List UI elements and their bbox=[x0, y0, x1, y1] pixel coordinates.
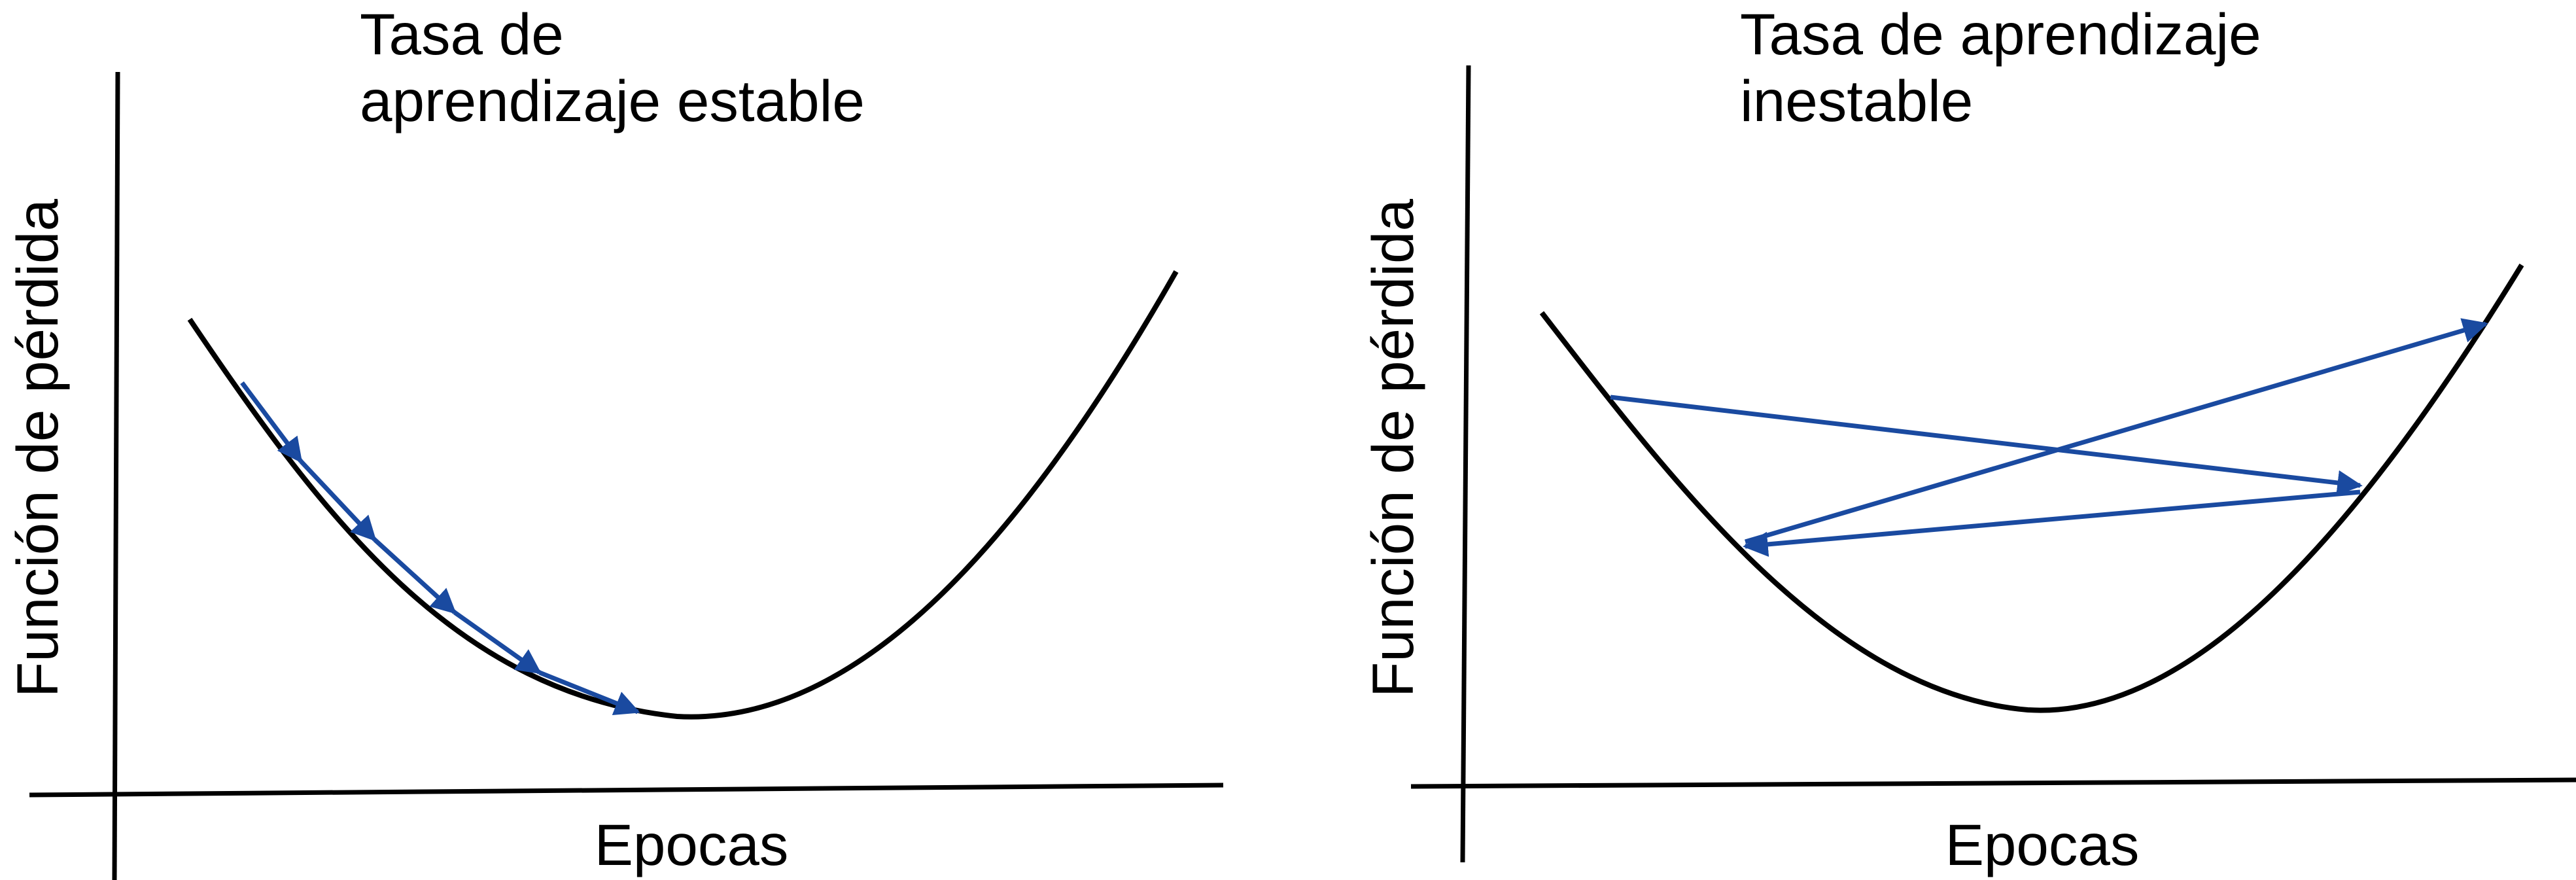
panel-stable-x-axis bbox=[29, 783, 1224, 798]
panel-unstable-title-line2: inestable bbox=[1740, 68, 1973, 133]
panel-stable-title-line2: aprendizaje estable bbox=[360, 68, 865, 133]
stable-step-4 bbox=[453, 610, 542, 675]
panel-unstable-y-axis bbox=[1460, 65, 1471, 863]
panel-unstable: Tasa de aprendizaje inestable Función de… bbox=[1360, 1, 2576, 877]
panel-unstable-title-line1: Tasa de aprendizaje bbox=[1740, 1, 2261, 67]
panel-stable: Tasa de aprendizaje estable Función de p… bbox=[5, 1, 1224, 880]
unstable-step-1 bbox=[1610, 395, 2363, 496]
panel-stable-y-axis-label: Función de pérdida bbox=[5, 199, 70, 697]
panel-stable-loss-curve bbox=[187, 270, 1179, 720]
panel-stable-x-axis-label: Epocas bbox=[595, 812, 789, 877]
panel-stable-descent-steps bbox=[240, 381, 640, 716]
panel-unstable-x-axis-label: Epocas bbox=[1945, 812, 2140, 877]
panel-unstable-descent-steps bbox=[1610, 318, 2488, 557]
stable-step-2 bbox=[299, 459, 377, 542]
stable-step-3 bbox=[373, 538, 457, 614]
panel-unstable-x-axis bbox=[1410, 777, 2576, 789]
unstable-step-2 bbox=[1743, 489, 2361, 557]
stable-step-5 bbox=[538, 670, 640, 716]
stable-step-1 bbox=[240, 381, 303, 464]
unstable-step-3 bbox=[1745, 318, 2488, 544]
panel-stable-title-line1: Tasa de bbox=[360, 1, 564, 67]
panel-unstable-y-axis-label: Función de pérdida bbox=[1360, 199, 1425, 697]
panel-stable-y-axis bbox=[112, 71, 120, 880]
panel-unstable-loss-curve bbox=[1539, 263, 2524, 713]
